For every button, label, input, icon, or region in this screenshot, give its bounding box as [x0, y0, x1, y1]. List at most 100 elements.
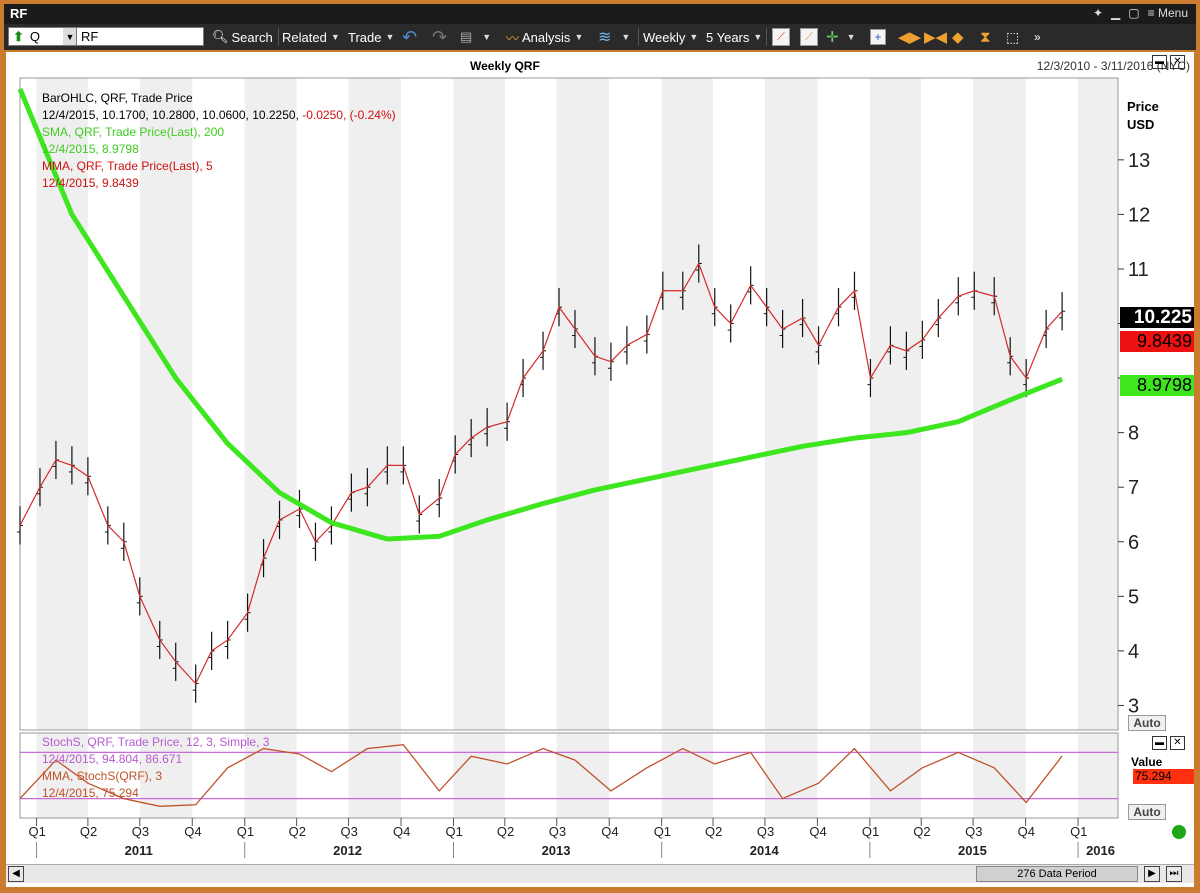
legend-stoch-mma-values: 12/4/2015, 75.294	[42, 786, 139, 800]
chart-area[interactable]: 3 4 5 6 7 8 11 12 13 Q1 Q2 Q3 Q4 Q1 Q2 Q3 Q4 Q1 Q2 Q3 Q4 Q1 Q2…	[6, 52, 1194, 887]
x-quarter-label: Q2	[705, 824, 722, 839]
mma-price-tag: 9.8439	[1120, 331, 1194, 352]
chart-type-icon[interactable]: ⟋	[772, 24, 790, 50]
range-menu[interactable]: 5 Years ▼	[706, 29, 763, 45]
restore-icon[interactable]: ▢	[1128, 6, 1140, 20]
legend-bar-values: 12/4/2015, 10.1700, 10.2800, 10.0600, 10…	[42, 108, 396, 122]
symbol-input[interactable]: RF	[76, 27, 204, 46]
y-tick-label: 12	[1128, 204, 1150, 226]
quarter-shade-lower	[764, 733, 818, 818]
caret-down-icon: ▼	[330, 32, 340, 42]
main-pane-minimize-icon[interactable]: ▬	[1152, 55, 1167, 69]
quarter-shade	[869, 78, 922, 730]
toolbar: ⬆ Q ▼ RF 🔍︎ Search Related ▼ Trade ▼ ↶ ↷ ▤ ▼…	[4, 24, 1196, 50]
compare-icon[interactable]: ⟋	[800, 24, 818, 50]
search-button[interactable]: 🔍︎ Search	[212, 29, 273, 45]
folder-icon[interactable]: ▤ ▼	[460, 29, 492, 44]
quarter-shade	[348, 78, 402, 730]
x-year-label: 2012	[333, 843, 362, 858]
x-quarter-label: Q1	[29, 824, 46, 839]
scroll-right-icon[interactable]: ▶	[1144, 866, 1160, 882]
crosshair-icon[interactable]: ✛ ▼	[826, 29, 856, 46]
x-quarter-label: Q2	[497, 824, 514, 839]
y-tick-label: 11	[1128, 259, 1149, 281]
scroll-left-right-icon[interactable]: ◀▶	[898, 29, 922, 46]
zoom-icon[interactable]: +	[870, 24, 886, 50]
price-axis-label: Price USD	[1127, 99, 1159, 132]
x-year-label: 2015	[958, 843, 987, 858]
y-tick-label: 6	[1128, 532, 1139, 554]
quarter-shade	[764, 78, 818, 730]
divider	[278, 28, 279, 46]
compress-icon[interactable]: ▶◀	[924, 29, 948, 46]
y-tick-label: 13	[1128, 150, 1150, 172]
quarter-shade-lower	[453, 733, 505, 818]
caret-down-icon: ▼	[689, 32, 699, 42]
quarter-shade-lower	[661, 733, 714, 818]
pane-close-icon[interactable]: ✕	[1170, 736, 1185, 750]
x-quarter-label: Q2	[80, 824, 97, 839]
x-quarter-label: Q1	[1070, 824, 1087, 839]
price-legend: BarOHLC, QRF, Trade Price 12/4/2015, 10.…	[42, 90, 396, 192]
x-quarter-label: Q1	[445, 824, 462, 839]
scroll-left-icon[interactable]: ◀	[8, 866, 24, 882]
caret-down-icon: ▼	[574, 32, 584, 42]
divider	[766, 28, 767, 46]
redo-icon[interactable]: ↷	[432, 26, 448, 47]
window-title: RF	[10, 6, 28, 21]
quarter-shade-lower	[1078, 733, 1118, 818]
x-year-label: 2011	[125, 843, 153, 858]
quarter-shade	[244, 78, 297, 730]
legend-mma-title: MMA, QRF, Trade Price(Last), 5	[42, 159, 213, 173]
symbol-type-select[interactable]: ⬆ Q ▼	[8, 27, 78, 46]
quarter-shade-lower	[244, 733, 297, 818]
title-bar: RF ✦ ▁ ▢ ≡ Menu	[4, 4, 1196, 24]
x-quarter-label: Q1	[654, 824, 671, 839]
x-quarter-label: Q3	[549, 824, 566, 839]
pin-icon[interactable]: ✦	[1092, 6, 1104, 20]
stoch-mma-tag: 75.294	[1133, 769, 1194, 784]
related-menu[interactable]: Related ▼	[282, 29, 340, 45]
x-quarter-label: Q4	[809, 824, 826, 839]
legend-stoch-values: 12/4/2015, 94.804, 86.671	[42, 752, 183, 766]
studies-icon[interactable]: ≋ ▼	[598, 29, 631, 46]
y-tick-label: 7	[1128, 477, 1139, 499]
x-quarter-label: Q3	[341, 824, 358, 839]
y-tick-label: 5	[1128, 586, 1139, 608]
auto-scale-lower-button[interactable]: Auto	[1128, 804, 1166, 820]
compress-vertical-icon[interactable]: ⧗	[980, 28, 991, 46]
x-year-label: 2014	[750, 843, 780, 858]
pane-minimize-icon[interactable]: ▬	[1152, 736, 1167, 750]
analysis-icon: 〰	[506, 30, 520, 46]
select-icon[interactable]: ⬚	[1006, 28, 1020, 45]
menu-button[interactable]: ≡ Menu	[1147, 6, 1188, 20]
minimize-icon[interactable]: ▁	[1111, 6, 1121, 20]
x-quarter-label: Q1	[237, 824, 254, 839]
undo-icon[interactable]: ↶	[402, 26, 418, 47]
scrollbar[interactable]: ◀ 276 Data Period ▶ ⏭	[6, 864, 1194, 883]
auto-scale-button[interactable]: Auto	[1128, 715, 1166, 731]
up-arrow-icon: ⬆	[13, 28, 24, 44]
more-icon[interactable]: »	[1034, 30, 1041, 44]
quarter-shade-lower	[36, 733, 88, 818]
periodicity-menu[interactable]: Weekly ▼	[643, 29, 699, 45]
trade-menu[interactable]: Trade ▼	[348, 29, 395, 45]
expand-vertical-icon[interactable]: ◆	[952, 29, 964, 46]
scroll-end-icon[interactable]: ⏭	[1166, 866, 1182, 882]
x-quarter-label: Q3	[757, 824, 774, 839]
quarter-shade	[556, 78, 610, 730]
dropdown-icon[interactable]: ▼	[63, 28, 77, 45]
value-axis-label: Value	[1131, 755, 1163, 769]
sma-200-line	[17, 87, 1064, 542]
analysis-menu[interactable]: 〰 Analysis ▼	[506, 29, 584, 46]
chart-title: Weekly QRF	[470, 59, 540, 73]
scrollbar-thumb[interactable]: 276 Data Period	[976, 866, 1138, 882]
caret-down-icon: ▼	[385, 32, 395, 42]
x-quarter-label: Q4	[1018, 824, 1035, 839]
mma-line	[19, 262, 1063, 685]
stoch-pane-border	[19, 732, 1119, 819]
x-year-label: 2013	[542, 843, 571, 858]
main-pane-close-icon[interactable]: ✕	[1170, 55, 1185, 69]
legend-mma-values: 12/4/2015, 9.8439	[42, 176, 139, 190]
quarter-shade	[1078, 78, 1118, 730]
